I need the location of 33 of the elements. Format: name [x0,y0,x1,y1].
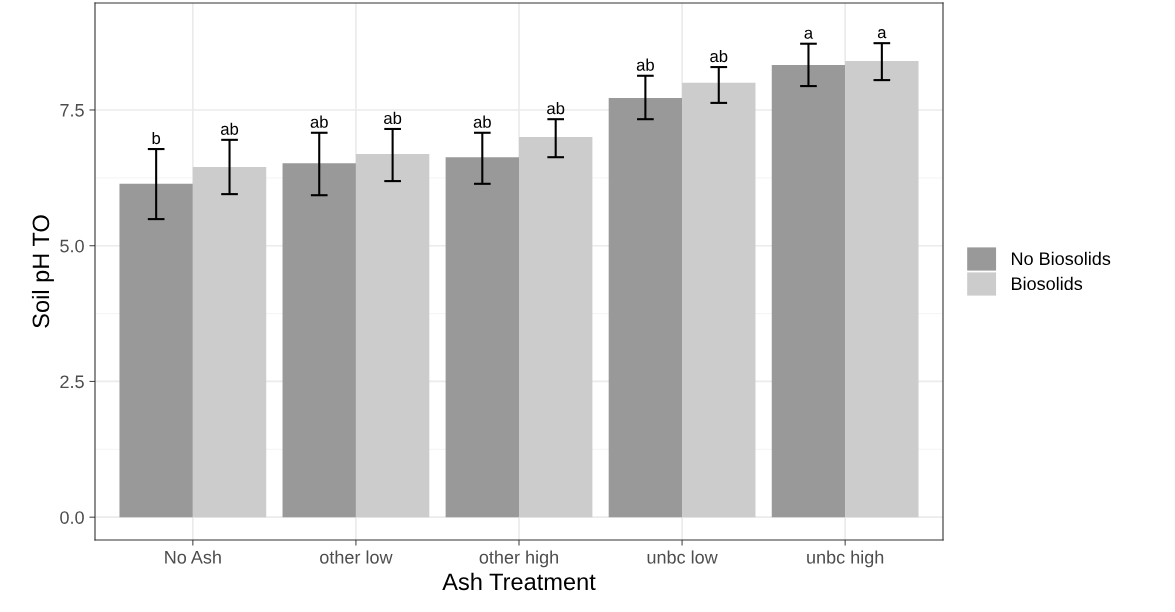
x-tick-label: other high [479,550,558,568]
y-axis-title: Soil pH TO [31,215,54,328]
y-tick-label: 0.0 [60,511,84,524]
bar [445,157,519,518]
legend-label: Biosolids [1012,276,1083,291]
data-label: ab [220,122,239,135]
data-label: a [804,29,814,39]
data-label: a [877,29,887,39]
x-tick-label: unbc low [647,550,718,564]
data-label: ab [710,49,728,63]
data-label: ab [310,115,328,128]
bar [771,64,846,518]
bar [355,153,430,518]
bar [682,82,756,518]
data-label: ab [384,111,402,125]
x-axis-title: Ash Treatment [442,572,596,591]
data-label: b [152,131,161,145]
bar [192,166,267,518]
y-tick-label: 7.5 [60,104,84,117]
y-tick-label: 2.5 [60,375,84,389]
x-tick-label: unbc high [807,550,884,568]
bar [845,61,919,518]
bar [519,137,593,518]
x-tick-label: No Ash [165,550,221,564]
x-tick-label: other low [320,550,393,564]
bar [608,98,683,518]
y-tick-label: 5.0 [60,239,84,253]
bar [119,183,193,518]
bar [282,163,356,518]
data-label: ab [473,115,491,128]
legend-label: No Biosolids [1012,251,1111,266]
data-label: ab [636,58,654,71]
data-label: ab [547,102,565,115]
